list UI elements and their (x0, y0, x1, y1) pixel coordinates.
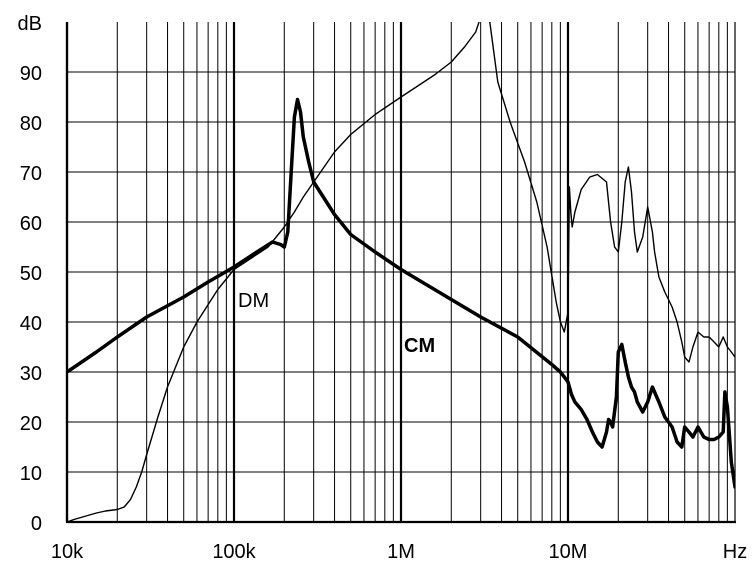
x-tick-label: 1M (387, 541, 415, 563)
x-tick-label: 10k (51, 541, 84, 563)
series-line-dm (67, 22, 735, 522)
y-unit-label: dB (18, 13, 42, 35)
y-tick-label: 40 (20, 313, 42, 335)
axes (65, 22, 736, 524)
y-tick-label: 20 (20, 413, 42, 435)
y-tick-label: 30 (20, 363, 42, 385)
y-tick-labels: dB 90 80 70 60 50 40 30 20 10 0 (18, 13, 42, 535)
series-label-cm: CM (404, 335, 435, 357)
y-tick-label: 80 (20, 113, 42, 135)
x-unit-label: Hz (723, 541, 747, 563)
y-tick-label: 50 (20, 263, 42, 285)
y-tick-label: 10 (20, 463, 42, 485)
series-line-cm (67, 97, 735, 489)
y-tick-label: 70 (20, 163, 42, 185)
y-tick-label: 90 (20, 63, 42, 85)
y-tick-label: 60 (20, 213, 42, 235)
series-lines (67, 22, 735, 522)
grid (65, 22, 735, 522)
x-tick-label: 10M (549, 541, 588, 563)
x-tick-labels: 10k 100k 1M 10M Hz (51, 541, 747, 563)
x-tick-label: 100k (212, 541, 256, 563)
y-tick-label: 0 (31, 513, 42, 535)
series-label-dm: DM (238, 290, 269, 312)
